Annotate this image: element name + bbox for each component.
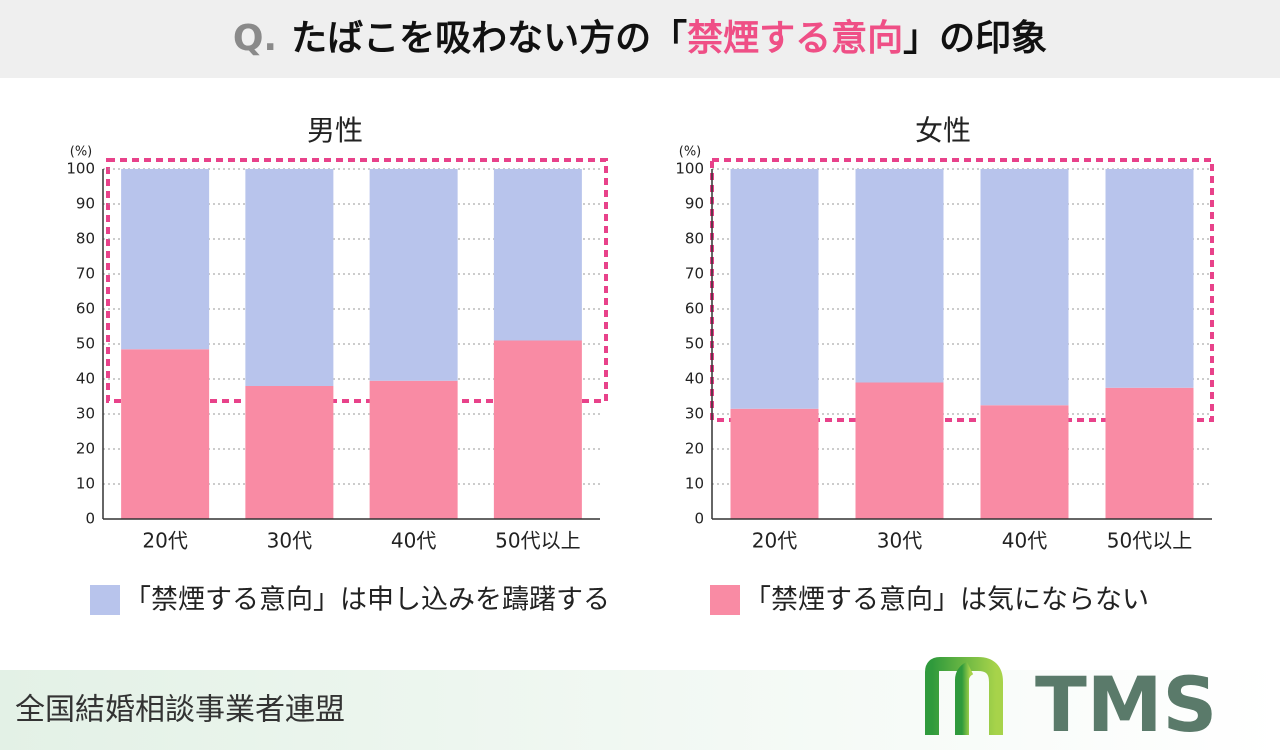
bar-segment (369, 169, 458, 381)
y-tick-label: 10 (685, 475, 704, 493)
y-tick-label: 80 (685, 230, 704, 248)
y-tick-label: 90 (76, 195, 95, 213)
y-axis-label: (%) (70, 145, 93, 160)
y-tick-label: 80 (76, 230, 95, 248)
title-bar: Q. たばこを吸わない方の「禁煙する意向」の印象 (0, 0, 1280, 78)
y-tick-label: 40 (76, 370, 95, 388)
y-tick-label: 40 (685, 370, 704, 388)
highlight-box (710, 158, 1214, 422)
y-tick-label: 20 (76, 440, 95, 458)
bar-segment (730, 408, 819, 519)
x-tick-label: 50代以上 (1107, 529, 1192, 553)
bar-segment (980, 405, 1069, 519)
y-tick-label: 30 (76, 405, 95, 423)
x-tick-label: 20代 (752, 529, 797, 553)
legend-label: 「禁煙する意向」は申し込みを躊躇する (124, 585, 610, 616)
legend-swatch (710, 585, 740, 615)
legend-label: 「禁煙する意向」は気にならない (744, 585, 1149, 616)
x-tick-label: 50代以上 (495, 529, 580, 553)
logo-icon (955, 661, 974, 735)
y-tick-label: 0 (694, 510, 704, 528)
bar-segment (493, 169, 582, 341)
bar-segment (855, 169, 944, 383)
y-tick-label: 60 (685, 300, 704, 318)
y-tick-label: 50 (685, 335, 704, 353)
y-tick-label: 30 (685, 405, 704, 423)
footer-band (0, 670, 1280, 750)
title-highlight: 禁煙する意向 (687, 18, 904, 59)
y-tick-label: 100 (66, 160, 95, 178)
x-tick-label: 40代 (1002, 529, 1047, 553)
bar-segment (121, 349, 210, 519)
title-text: 」の印象 (903, 18, 1048, 59)
bar-segment (121, 169, 210, 350)
x-tick-label: 20代 (142, 529, 187, 553)
bar-segment (245, 169, 334, 386)
y-tick-label: 10 (76, 475, 95, 493)
chart-title: 女性 (915, 114, 971, 147)
bar-segment (1105, 169, 1194, 388)
bar-segment (245, 386, 334, 519)
y-tick-label: 70 (76, 265, 95, 283)
y-tick-label: 70 (685, 265, 704, 283)
legend-swatch (90, 585, 120, 615)
y-tick-label: 100 (675, 160, 704, 178)
y-tick-label: 50 (76, 335, 95, 353)
bar-segment (1105, 387, 1194, 519)
title-text: たばこを吸わない方の「 (291, 18, 688, 59)
bar-segment (369, 380, 458, 519)
bar-segment (855, 382, 944, 519)
chart-title: 男性 (307, 114, 363, 147)
y-tick-label: 60 (76, 300, 95, 318)
highlight-box (106, 158, 608, 403)
bar-segment (493, 340, 582, 519)
x-tick-label: 30代 (267, 529, 312, 553)
x-tick-label: 40代 (391, 529, 436, 553)
x-tick-label: 30代 (877, 529, 922, 553)
footer-organization: 全国結婚相談事業者連盟 (15, 693, 345, 728)
y-tick-label: 90 (685, 195, 704, 213)
title-prefix: Q. (232, 18, 278, 59)
logo-icon (925, 657, 1003, 735)
y-tick-label: 0 (85, 510, 95, 528)
y-axis-label: (%) (679, 145, 702, 160)
logo-text: TMS (1035, 660, 1217, 749)
bar-segment (730, 169, 819, 409)
bar-segment (980, 169, 1069, 406)
y-tick-label: 20 (685, 440, 704, 458)
